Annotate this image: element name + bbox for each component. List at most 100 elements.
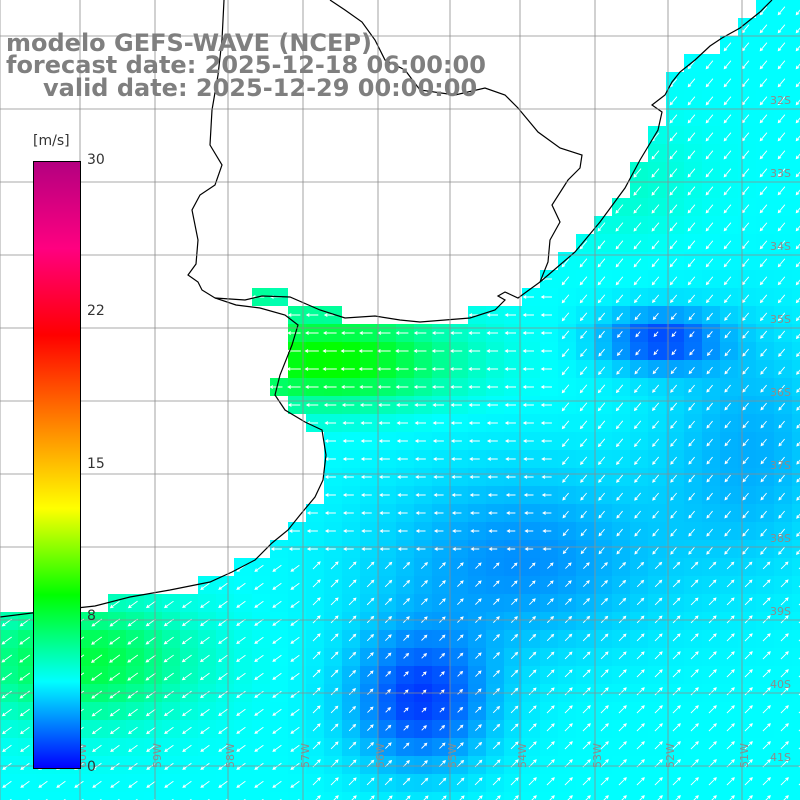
wind-arrow — [378, 457, 390, 461]
wind-arrow — [378, 475, 390, 479]
wind-arrow — [348, 597, 357, 606]
wind-arrow — [778, 492, 785, 501]
wind-arrow — [487, 457, 498, 461]
wind-arrow — [431, 349, 445, 353]
wind-arrow — [687, 96, 696, 106]
model-title: modelo GEFS-WAVE (NCEP) — [6, 29, 372, 57]
wind-arrow — [128, 780, 138, 788]
wind-arrow — [486, 367, 499, 371]
wind-speed-cell — [0, 792, 18, 800]
wind-arrow — [742, 474, 749, 483]
wind-arrow — [236, 582, 246, 590]
wind-arrow — [636, 687, 645, 696]
wind-arrow — [504, 385, 517, 389]
wind-arrow — [510, 777, 519, 786]
wind-arrow — [402, 561, 411, 570]
wind-arrow — [669, 276, 678, 286]
wind-arrow — [708, 579, 717, 588]
wind-arrow — [529, 562, 536, 569]
wind-arrow — [434, 547, 444, 551]
wind-arrow — [540, 385, 552, 389]
wind-arrow — [366, 579, 375, 588]
wind-arrow — [306, 511, 318, 515]
wind-arrow — [199, 690, 210, 699]
wind-speed-cell — [720, 792, 738, 800]
wind-arrow — [762, 687, 771, 696]
wind-arrow — [689, 349, 695, 356]
wind-arrow — [486, 385, 499, 389]
wind-arrow — [475, 562, 482, 569]
wind-arrow — [598, 474, 606, 483]
wind-arrow — [687, 78, 696, 88]
wind-arrow — [421, 742, 428, 749]
wind-arrow — [652, 474, 660, 483]
wind-arrow — [451, 475, 462, 479]
wind-arrow — [633, 186, 642, 196]
wind-arrow — [688, 510, 695, 519]
wind-arrow — [616, 366, 624, 375]
wind-arrow — [600, 562, 608, 570]
wind-arrow — [653, 331, 659, 338]
wind-arrow — [254, 582, 264, 590]
wind-arrow — [199, 654, 210, 663]
wind-speed-cell — [288, 792, 306, 800]
wind-arrow — [777, 258, 786, 268]
wind-arrow — [181, 636, 192, 645]
wind-arrow — [615, 420, 624, 430]
wind-speed-cell — [522, 792, 540, 800]
wind-arrow — [531, 795, 537, 800]
wind-arrow — [651, 150, 660, 160]
wind-arrow — [272, 744, 282, 752]
wind-arrow — [505, 457, 516, 461]
wind-arrow — [360, 421, 373, 425]
wind-arrow — [579, 456, 588, 466]
wind-arrow — [636, 651, 645, 660]
wind-arrow — [762, 777, 771, 786]
wind-arrow — [468, 367, 481, 371]
wind-arrow — [635, 349, 641, 356]
wind-arrow — [672, 741, 681, 750]
wind-arrow — [687, 258, 696, 268]
wind-arrow — [616, 474, 624, 483]
wind-arrow — [654, 597, 663, 606]
wind-arrow — [687, 150, 696, 160]
wind-arrow — [652, 312, 659, 321]
wind-arrow — [218, 690, 228, 699]
wind-arrow — [690, 687, 699, 696]
wind-arrow — [306, 529, 318, 533]
wind-arrow — [708, 561, 717, 570]
wind-arrow — [723, 132, 732, 142]
wind-speed-cell — [792, 36, 800, 54]
wind-arrow — [634, 510, 641, 519]
wind-arrow — [270, 547, 282, 551]
wind-arrow — [759, 276, 768, 286]
wind-arrow — [341, 403, 355, 407]
wind-arrow — [348, 579, 357, 588]
wind-arrow — [469, 511, 480, 515]
wind-arrow — [780, 651, 789, 660]
wind-arrow — [654, 579, 663, 588]
wind-arrow — [670, 312, 677, 321]
wind-arrow — [564, 741, 573, 750]
wind-arrow — [506, 547, 516, 551]
wind-arrow — [367, 652, 374, 659]
wind-speed-cell — [396, 792, 414, 800]
wind-arrow — [450, 385, 463, 389]
wind-arrow — [439, 689, 445, 695]
wind-arrow — [726, 597, 735, 606]
wind-arrow — [396, 403, 409, 407]
wind-arrow — [218, 654, 228, 663]
latitude-label: 38S — [770, 532, 791, 545]
wind-arrow — [439, 707, 445, 713]
wind-arrow — [615, 222, 624, 232]
wind-arrow — [615, 258, 624, 268]
colorbar-unit: [m/s] — [33, 133, 70, 149]
wind-speed-cell — [792, 792, 800, 800]
wind-arrow — [432, 421, 444, 425]
wind-arrow — [598, 312, 606, 321]
wind-arrow — [670, 366, 677, 375]
wind-arrow — [742, 312, 750, 321]
wind-arrow — [600, 705, 609, 714]
wind-speed-cell — [270, 792, 288, 800]
